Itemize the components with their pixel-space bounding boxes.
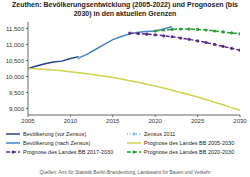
svg-text:9,000: 9,000 <box>9 106 25 112</box>
svg-text:2010: 2010 <box>64 118 78 124</box>
html-text:Quellen: Amt für Statistik Ber: Quellen: Amt für Statistik Berlin-Brande… <box>39 170 211 175</box>
html-text:Zeuthen: Bevölkerungsentwicklu: Zeuthen: Bevölkerungsentwicklung (2005-2… <box>12 1 238 17</box>
svg-text:2005: 2005 <box>21 118 35 124</box>
html-text:Prognose des Landes BB 2017-20: Prognose des Landes BB 2017-2030 <box>23 149 114 155</box>
svg-text:2015: 2015 <box>106 118 120 124</box>
svg-text:9,500: 9,500 <box>9 90 25 96</box>
html-text:Prognose des Landes BB 2005-20: Prognose des Landes BB 2005-2030 <box>144 140 235 146</box>
svg-text:2020: 2020 <box>149 118 163 124</box>
svg-text:11,000: 11,000 <box>8 42 25 48</box>
svg-text:10,000: 10,000 <box>8 74 25 80</box>
svg-text:2025: 2025 <box>191 118 205 124</box>
svg-text:10,500: 10,500 <box>8 58 25 64</box>
html-text:Zensus 2011: Zensus 2011 <box>144 131 176 137</box>
svg-text:2030: 2030 <box>233 118 242 124</box>
html-text:Bevölkerung (vor Zensus): Bevölkerung (vor Zensus) <box>23 131 86 137</box>
html-text:Prognose des Landes BB 2020-20: Prognose des Landes BB 2020-2030 <box>144 149 235 155</box>
html-text:Bevölkerung (nach Zensus): Bevölkerung (nach Zensus) <box>23 140 91 146</box>
svg-text:11,500: 11,500 <box>8 26 25 32</box>
